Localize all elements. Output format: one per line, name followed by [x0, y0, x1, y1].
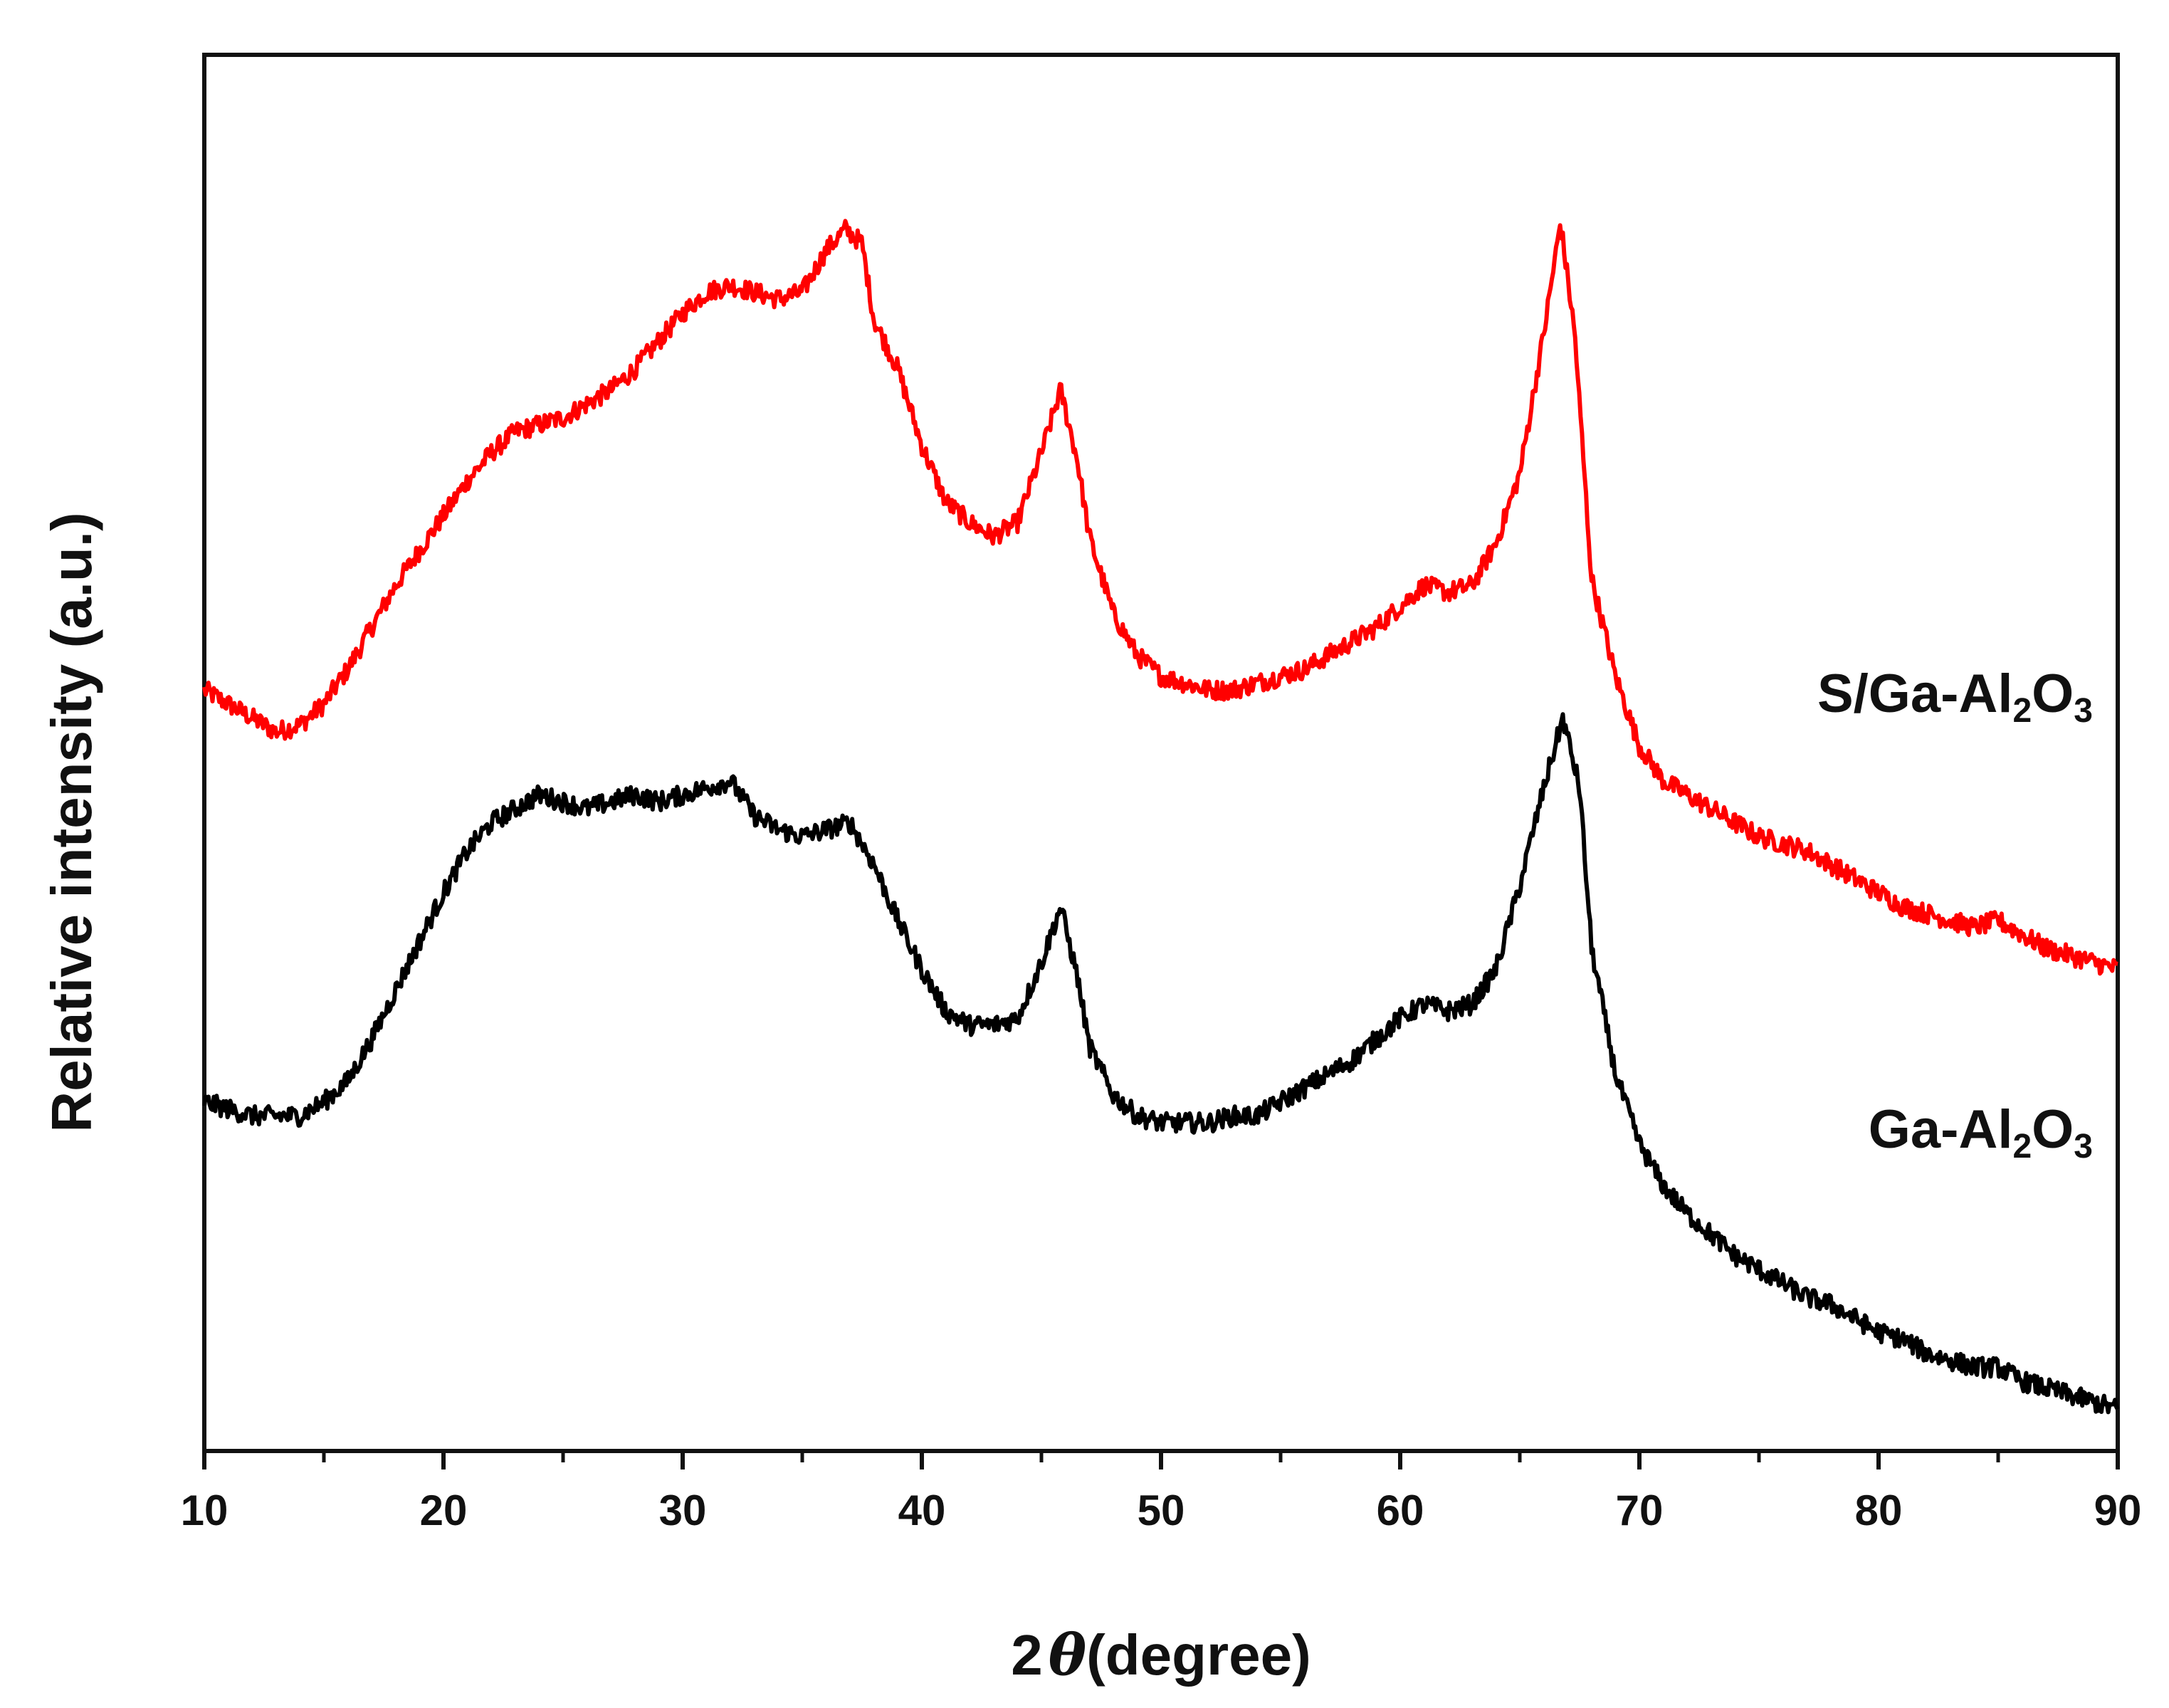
x-axis-title: 2 θ(degree)	[1011, 1621, 1311, 1688]
x-tick-label: 90	[2094, 1487, 2142, 1534]
y-axis-title: Relative intensity (a.u.)	[40, 512, 103, 1132]
series-label-ga-al2o3: Ga-Al2O3	[1869, 1099, 2093, 1165]
series-line-ga-al2o3	[202, 712, 2120, 1415]
x-tick-label: 60	[1377, 1487, 1424, 1534]
x-tick-label: 80	[1855, 1487, 1903, 1534]
x-tick-label: 70	[1616, 1487, 1664, 1534]
x-tick-label: 10	[181, 1487, 229, 1534]
x-ticks: 10 20 30 40 50 60 70 80 90	[181, 1451, 2142, 1534]
x-tick-label: 50	[1138, 1487, 1185, 1534]
x-tick-label: 20	[420, 1487, 468, 1534]
plot-frame	[202, 53, 2120, 1453]
x-tick-label: 40	[898, 1487, 946, 1534]
x-tick-label: 30	[659, 1487, 707, 1534]
series-label-s-ga-al2o3: S/Ga-Al2O3	[1817, 664, 2093, 730]
series-line-s-ga-al2o3	[202, 219, 2119, 976]
series-layer	[202, 219, 2120, 1415]
